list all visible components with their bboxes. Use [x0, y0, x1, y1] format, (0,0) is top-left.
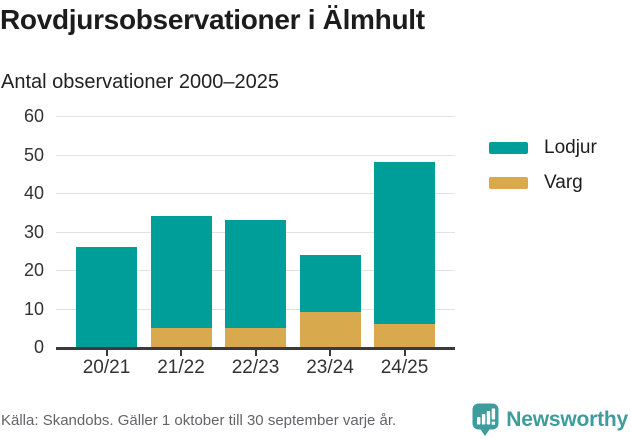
x-tick-label-20/21: 20/21	[82, 357, 131, 378]
x-axis-tick	[254, 350, 257, 356]
newsworthy-logo: Newsworthy	[472, 403, 628, 437]
source-note: Källa: Skandobs. Gäller 1 oktober till 3…	[1, 411, 397, 429]
y-tick-label-60: 60	[23, 106, 44, 126]
chart-plot: 0 10 20 30 40 50 60 20/21 21/22 22/23 23/24 24/25	[24, 106, 455, 378]
legend-label-lodjur: Lodjur	[544, 137, 597, 158]
y-tick-label-20: 20	[23, 260, 44, 280]
bar-segment-varg	[374, 323, 435, 347]
gridline-60	[56, 116, 455, 117]
legend-item-varg: Varg	[489, 172, 597, 194]
y-tick-label-50: 50	[23, 144, 44, 165]
chart-footer: Källa: Skandobs. Gäller 1 oktober till 3…	[1, 403, 628, 437]
gridline-40	[56, 193, 455, 194]
bar-group-22/23	[225, 219, 286, 347]
bar-group-24/25	[374, 162, 435, 347]
bar-segment-varg	[225, 327, 286, 347]
legend-swatch-lodjur	[489, 142, 528, 154]
legend-label-varg: Varg	[544, 172, 583, 193]
bar-group-23/24	[299, 254, 361, 347]
page-title: Rovdjursobservationer i Älmhult	[0, 4, 425, 35]
y-tick-label-30: 30	[23, 221, 44, 242]
y-tick-label-0: 0	[33, 337, 44, 357]
bar-segment-lodjur	[374, 162, 435, 324]
bar-segment-varg	[299, 312, 361, 347]
legend-swatch-varg	[489, 177, 528, 189]
bar-group-20/21	[76, 246, 137, 347]
bar-segment-lodjur	[76, 246, 137, 347]
x-tick-label-23/24: 23/24	[306, 357, 354, 378]
bar-group-21/22	[150, 216, 212, 347]
x-axis-tick	[180, 350, 182, 356]
legend-item-lodjur: Lodjur	[489, 137, 597, 159]
bar-segment-lodjur	[299, 254, 361, 313]
x-axis-tick	[329, 350, 331, 356]
chart-legend: Lodjur Varg	[489, 137, 597, 207]
newsworthy-wordmark: Newsworthy	[506, 408, 628, 431]
y-tick-label-10: 10	[23, 298, 44, 319]
y-tick-label-40: 40	[23, 183, 44, 203]
bar-segment-lodjur	[225, 219, 286, 328]
x-axis-tick	[403, 350, 406, 356]
gridline-50	[56, 154, 455, 156]
bar-segment-lodjur	[150, 216, 212, 328]
newsworthy-speech-bubble-bar-chart-icon	[472, 403, 499, 436]
chart-subtitle: Antal observationer 2000–2025	[1, 71, 279, 93]
x-tick-label-22/23: 22/23	[231, 357, 280, 378]
x-tick-label-24/25: 24/25	[380, 357, 429, 378]
x-tick-label-21/22: 21/22	[157, 357, 205, 378]
x-axis-tick	[105, 350, 108, 356]
bar-segment-varg	[150, 327, 212, 347]
